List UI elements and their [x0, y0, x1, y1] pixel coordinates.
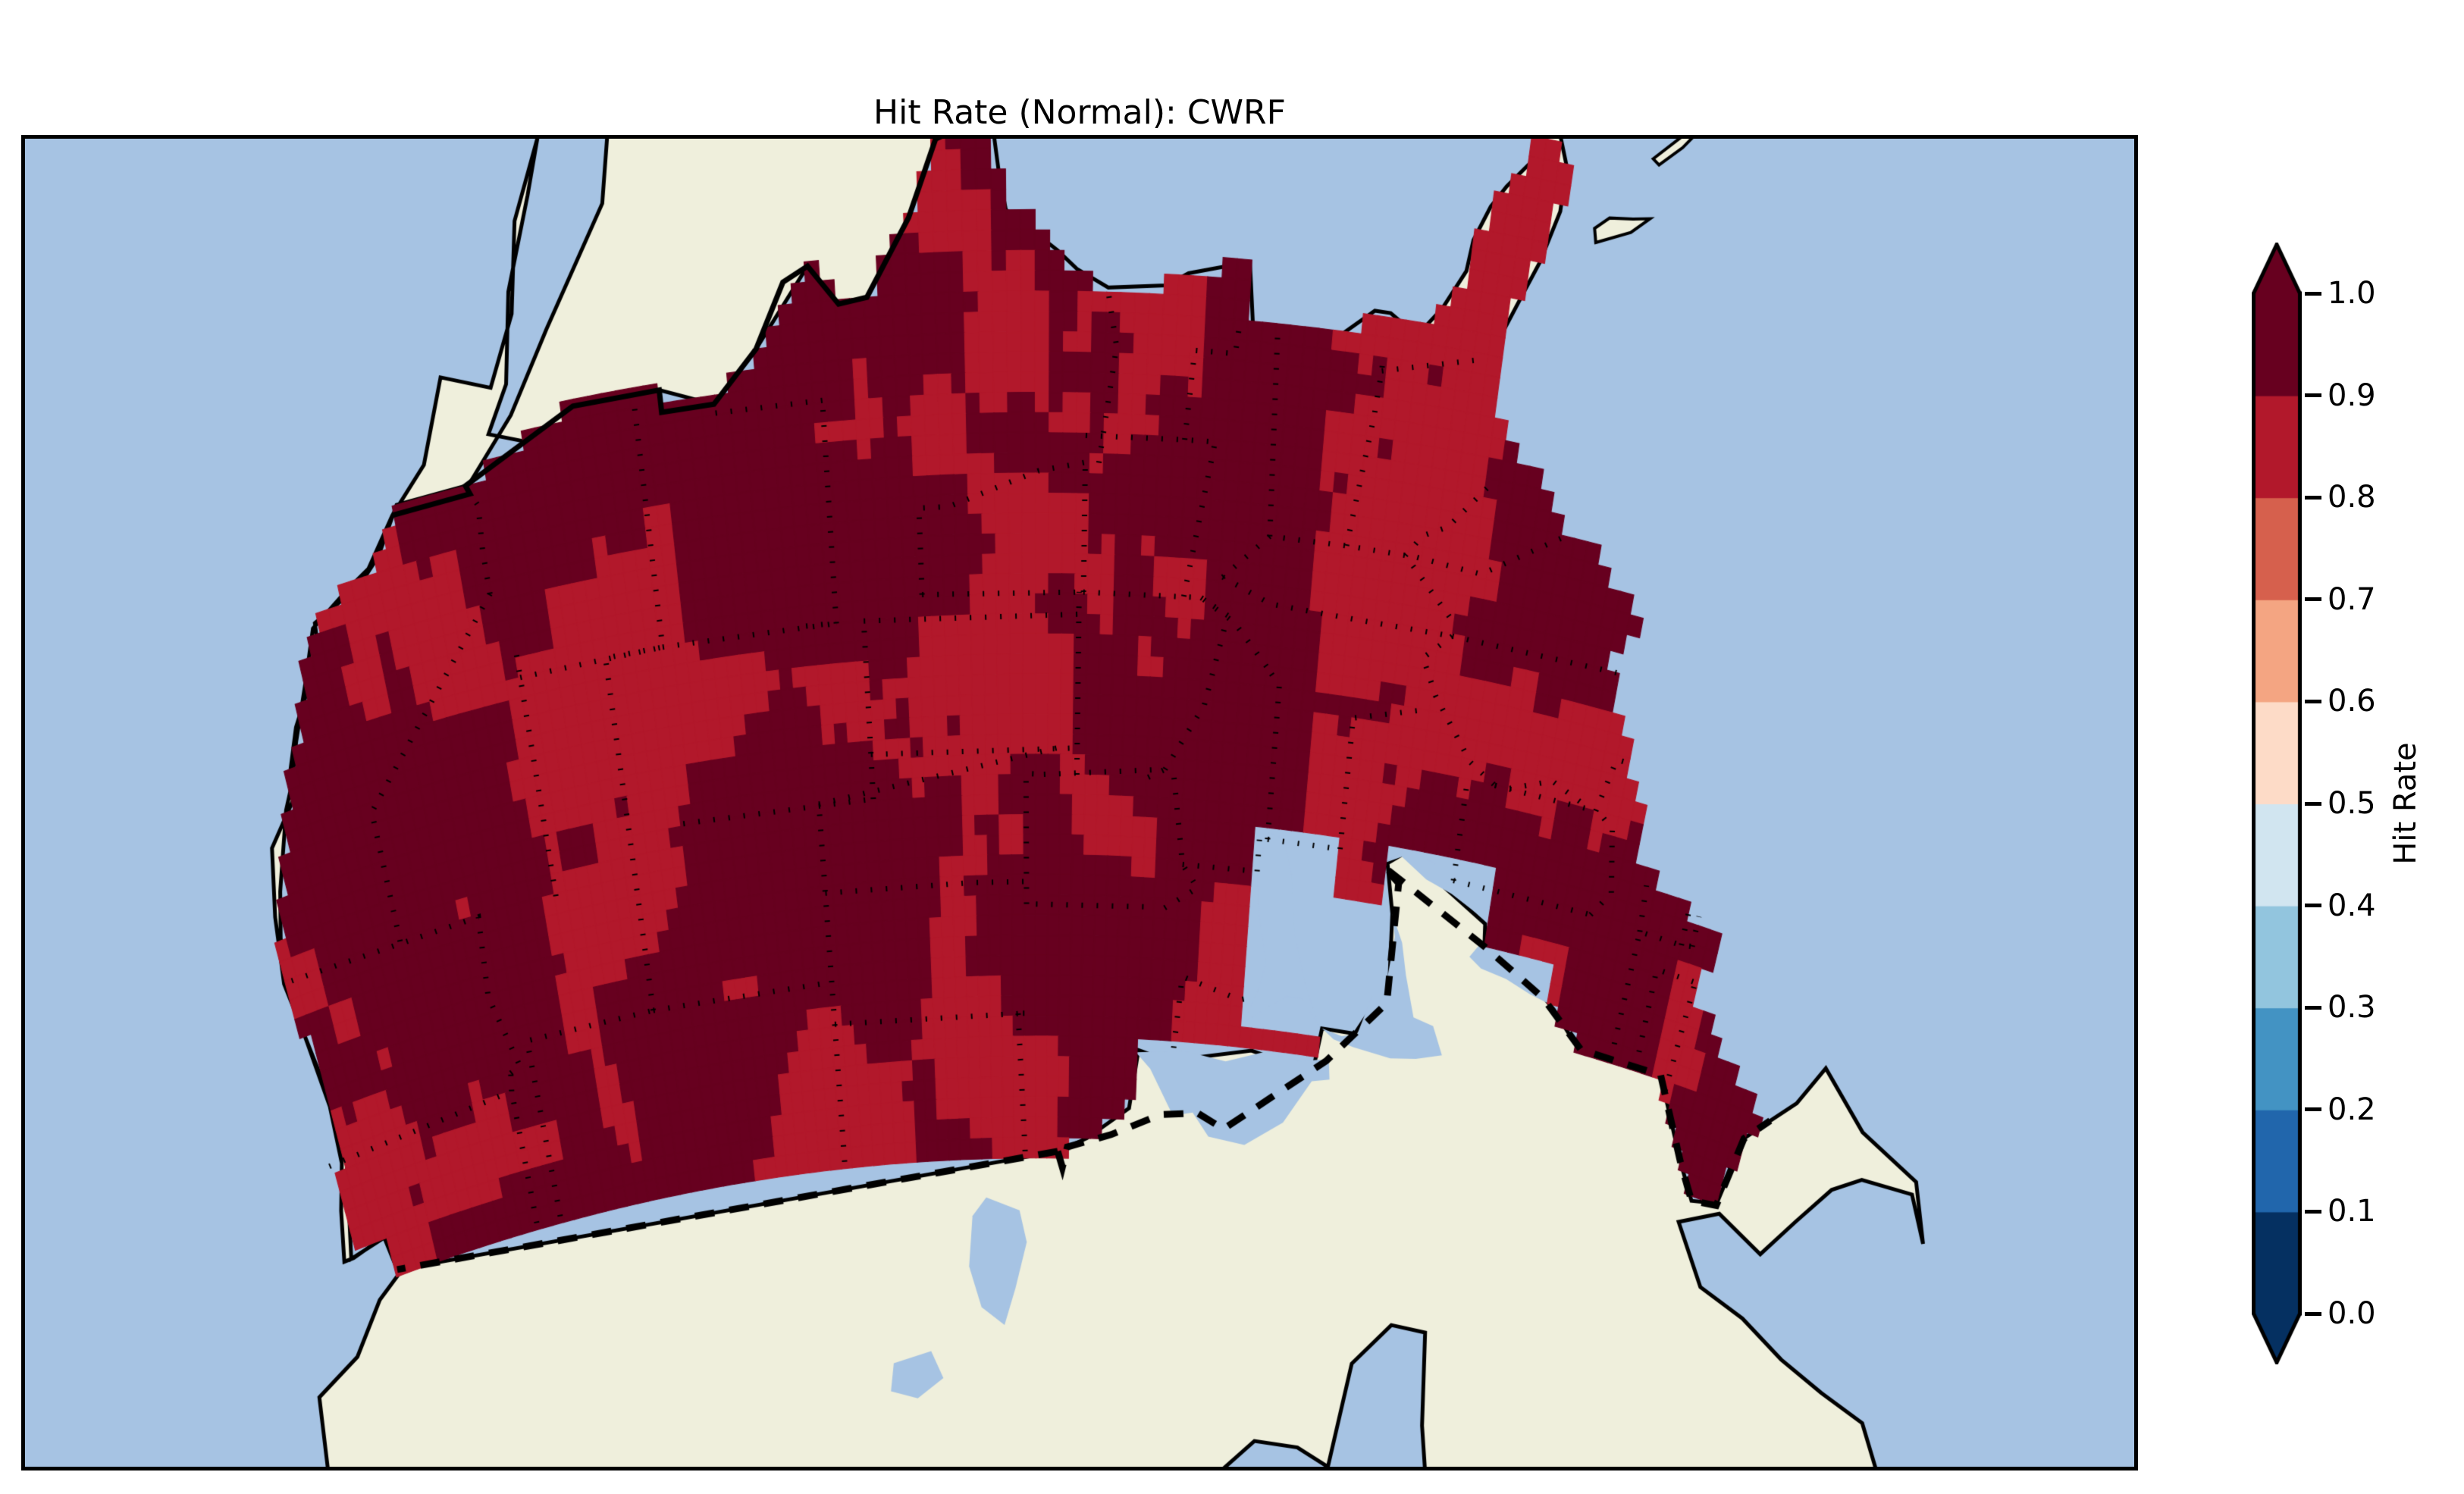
- colorbar-tick-mark: [2305, 1209, 2321, 1214]
- hit-rate-map: [25, 139, 2134, 1467]
- colorbar-tick-0.4: 0.4: [2328, 888, 2376, 923]
- colorbar-tick-0.9: 0.9: [2328, 377, 2376, 413]
- colorbar-tick-mark: [2305, 597, 2321, 602]
- colorbar-tick-mark: [2305, 1005, 2321, 1010]
- colorbar-tick-1.0: 1.0: [2328, 276, 2376, 311]
- colorbar-axis-label: Hit Rate: [2388, 742, 2423, 865]
- colorbar: [2252, 243, 2302, 1364]
- colorbar-gradient: [2252, 243, 2302, 1364]
- colorbar-tick-mark: [2305, 801, 2321, 806]
- colorbar-tick-mark: [2305, 1311, 2321, 1316]
- colorbar-tick-labels: 0.0 0.1 0.2 0.3 0.4 0.5 0.6 0.7 0.8 0.9 1.0: [2305, 243, 2434, 1364]
- colorbar-tick-0.0: 0.0: [2328, 1296, 2376, 1331]
- colorbar-tick-mark: [2305, 1107, 2321, 1112]
- colorbar-tick-mark: [2305, 904, 2321, 908]
- colorbar-tick-0.7: 0.7: [2328, 581, 2376, 617]
- map-axes: [21, 135, 2138, 1471]
- colorbar-tick-0.6: 0.6: [2328, 684, 2376, 719]
- colorbar-tick-0.3: 0.3: [2328, 990, 2376, 1026]
- colorbar-tick-0.2: 0.2: [2328, 1092, 2376, 1127]
- colorbar-tick-mark: [2305, 393, 2321, 398]
- colorbar-tick-mark: [2305, 699, 2321, 703]
- title-line-1: Hit Rate (Normal): CWRF: [873, 93, 1286, 133]
- colorbar-tick-0.5: 0.5: [2328, 786, 2376, 821]
- colorbar-tick-0.8: 0.8: [2328, 480, 2376, 515]
- colorbar-tick-0.1: 0.1: [2328, 1194, 2376, 1229]
- colorbar-tick-mark: [2305, 495, 2321, 500]
- colorbar-tick-mark: [2305, 291, 2321, 296]
